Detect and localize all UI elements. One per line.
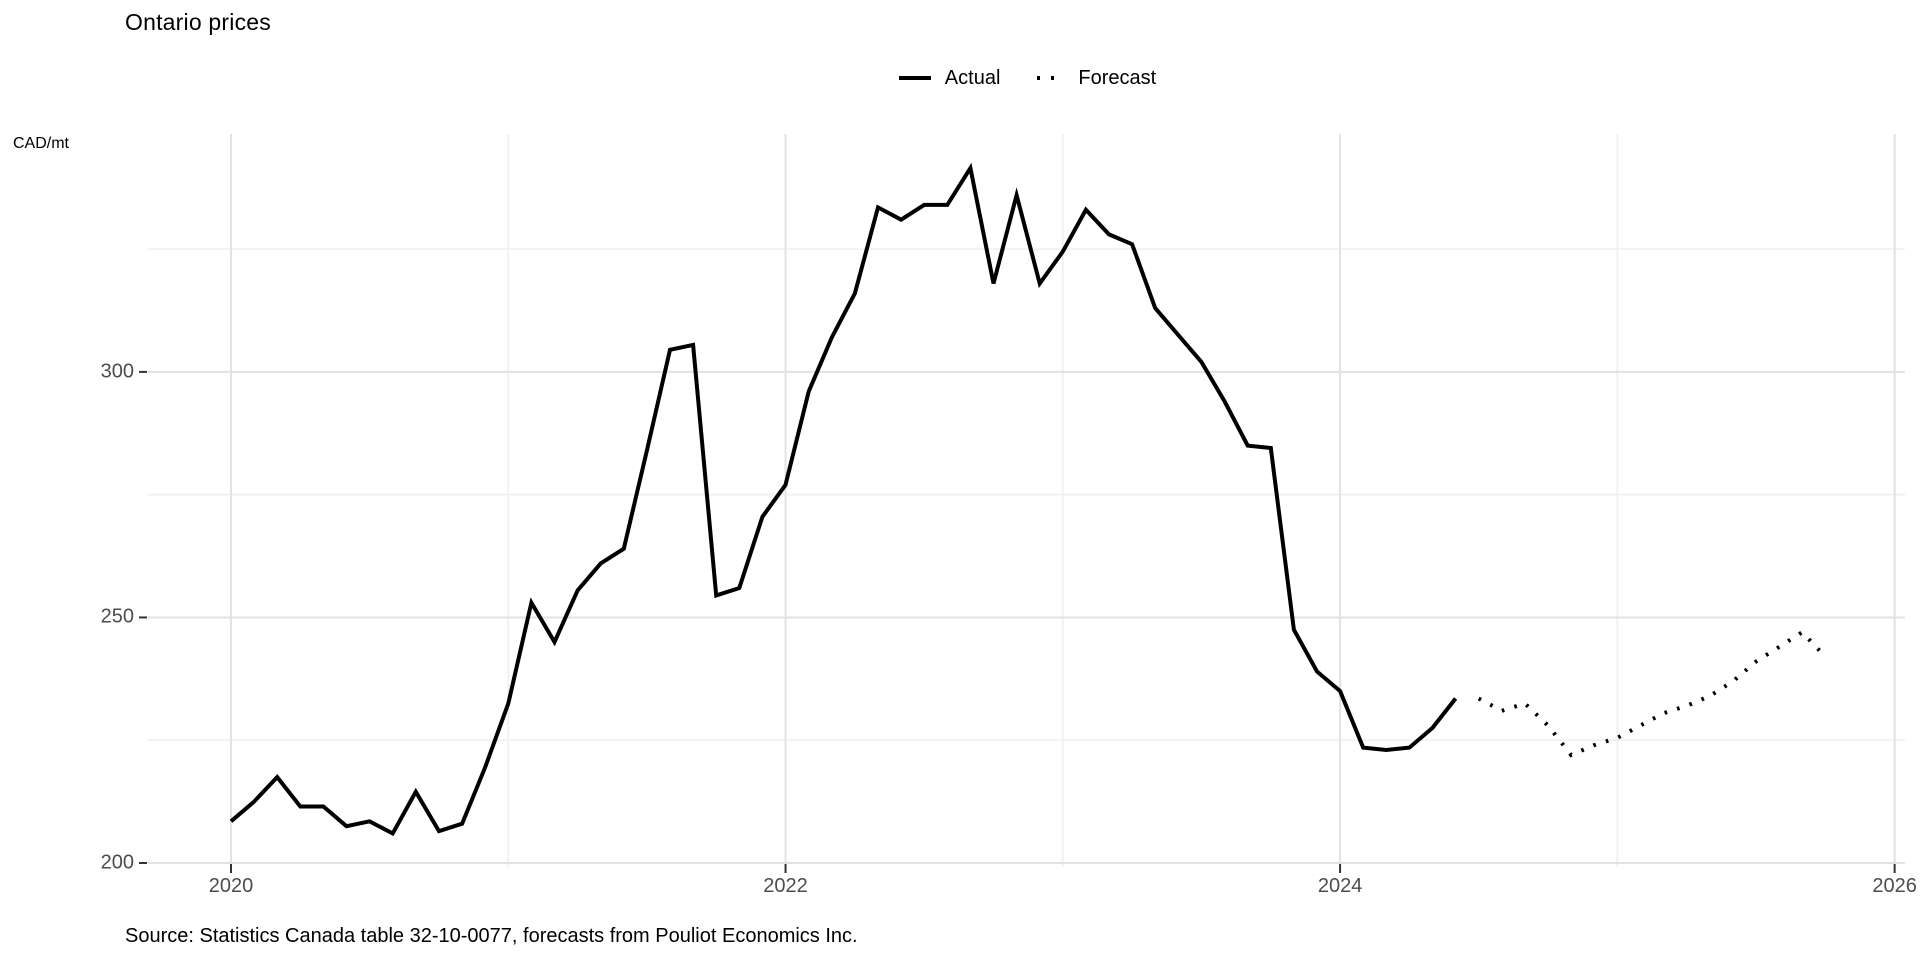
chart-title: Ontario prices	[125, 9, 271, 35]
y-axis-tick-label: 300	[100, 360, 134, 383]
legend-item-forecast: Forecast	[1030, 67, 1156, 90]
x-axis-tick-label: 2024	[1317, 875, 1363, 897]
source-caption: Source: Statistics Canada table 32-10-00…	[125, 925, 858, 947]
legend-label-actual: Actual	[944, 66, 1001, 89]
y-axis-unit-label: CAD/mt	[13, 135, 69, 152]
chart-legend: Actual Forecast	[148, 58, 1905, 98]
legend-swatch-solid-line-icon	[898, 76, 931, 80]
x-axis-tick-label: 2020	[208, 875, 254, 897]
legend-label-forecast: Forecast	[1078, 66, 1157, 89]
forecast-line	[1477, 629, 1827, 758]
y-axis-tick-label: 200	[100, 851, 134, 874]
x-axis-tick-label: 2022	[763, 875, 808, 897]
legend-swatch-dotted-line-icon	[1037, 76, 1060, 80]
x-axis-tick-label: 2026	[1872, 875, 1917, 897]
y-axis-tick-label: 250	[100, 605, 134, 628]
actual-line	[229, 162, 1458, 837]
legend-item-actual: Actual	[897, 66, 1001, 90]
